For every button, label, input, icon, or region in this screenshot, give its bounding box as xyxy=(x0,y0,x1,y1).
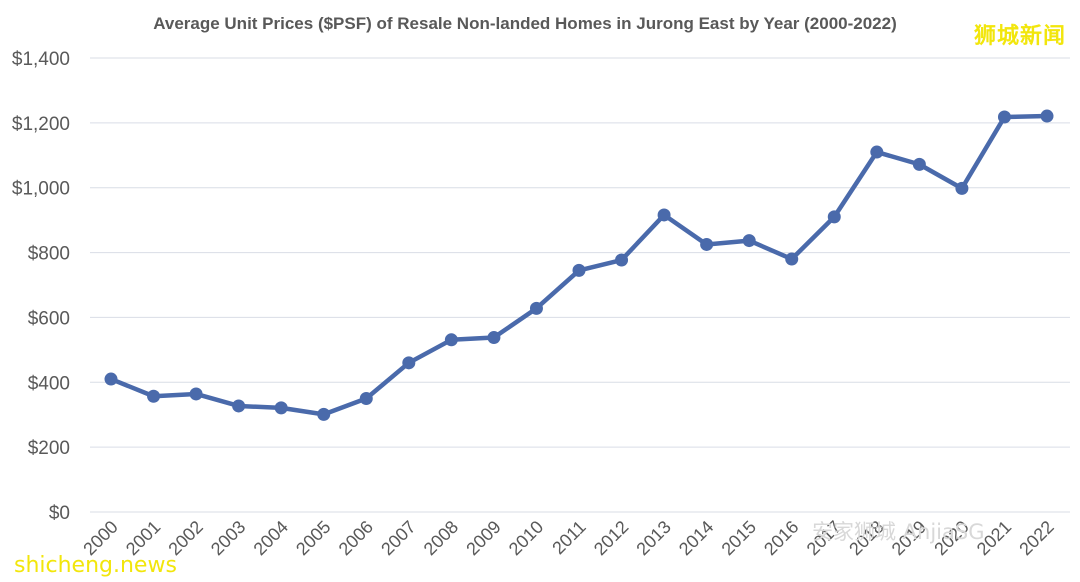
data-point xyxy=(444,333,458,347)
watermark-bottom-left: shicheng.news xyxy=(14,553,177,578)
data-point xyxy=(997,110,1011,124)
watermark-top-right: 狮城新闻 xyxy=(973,24,1066,49)
data-point xyxy=(359,392,373,405)
y-tick-label: $600 xyxy=(28,308,70,329)
data-point xyxy=(1040,109,1054,123)
watermark-center: 安家狮城 AnjiaSG xyxy=(812,520,985,544)
data-point xyxy=(912,157,926,171)
y-tick-label: $200 xyxy=(28,438,70,459)
x-tick-label: 2003 xyxy=(207,517,249,559)
series-layer xyxy=(104,109,1054,421)
y-axis-tick-labels: $0 $200 $400 $600 $800 $1,000 $1,200 $1,400 xyxy=(12,49,70,524)
data-point xyxy=(827,210,841,224)
data-point xyxy=(317,407,331,421)
y-tick-label: $800 xyxy=(28,244,70,265)
x-tick-label: 2016 xyxy=(760,517,802,559)
x-tick-label: 2011 xyxy=(548,517,590,559)
x-tick-label: 2005 xyxy=(292,517,334,559)
data-point xyxy=(700,237,714,251)
y-tick-label: $1,400 xyxy=(12,49,70,70)
chart-title: Average Unit Prices ($PSF) of Resale Non… xyxy=(153,14,897,33)
x-tick-label: 2008 xyxy=(420,517,462,559)
x-tick-label: 2010 xyxy=(505,517,547,559)
x-tick-label: 2004 xyxy=(250,517,292,559)
data-point xyxy=(615,253,629,267)
y-tick-label: $400 xyxy=(28,373,70,394)
data-point xyxy=(232,399,246,413)
data-point xyxy=(955,181,969,195)
data-point xyxy=(742,234,756,248)
x-tick-label: 2006 xyxy=(335,517,377,559)
data-point xyxy=(870,145,884,159)
x-tick-label: 2013 xyxy=(632,517,674,559)
x-tick-label: 2022 xyxy=(1015,517,1057,559)
data-point xyxy=(572,263,586,277)
x-tick-label: 2014 xyxy=(675,517,717,559)
data-point xyxy=(274,401,288,415)
data-point xyxy=(189,387,203,401)
x-tick-label: 2007 xyxy=(377,517,419,559)
data-point xyxy=(487,331,501,345)
gridlines xyxy=(90,57,1070,513)
y-tick-label: $0 xyxy=(49,503,70,524)
data-point xyxy=(529,301,543,315)
data-point xyxy=(785,252,799,266)
data-point xyxy=(147,389,161,403)
data-point xyxy=(402,356,416,370)
x-tick-label: 2012 xyxy=(590,517,632,559)
x-tick-label: 2009 xyxy=(462,517,504,559)
data-point xyxy=(657,208,671,222)
data-point xyxy=(104,372,118,386)
y-tick-label: $1,000 xyxy=(12,179,70,200)
x-tick-label: 2015 xyxy=(718,517,760,559)
y-tick-label: $1,200 xyxy=(12,114,70,135)
